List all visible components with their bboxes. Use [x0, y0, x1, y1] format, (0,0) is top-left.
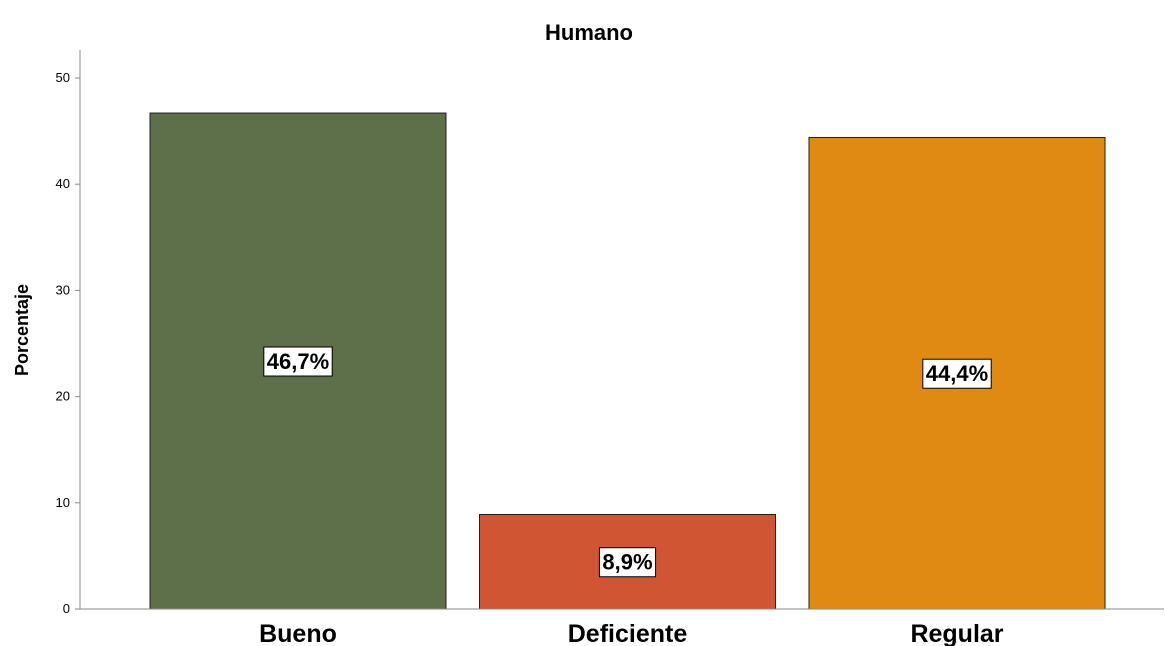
y-tick-label: 50 [56, 70, 70, 85]
y-tick-label: 20 [56, 389, 70, 404]
data-label-text: 46,7% [267, 349, 329, 374]
y-tick-label: 40 [56, 176, 70, 191]
x-tick-label: Deficiente [568, 620, 688, 646]
y-axis-label: Porcentaje [12, 284, 32, 376]
y-tick-label: 10 [56, 495, 70, 510]
data-label-text: 44,4% [926, 361, 988, 386]
data-labels: 46,7% 8,9% 44,4% [263, 346, 992, 578]
data-label-text: 8,9% [602, 550, 652, 575]
data-label-bueno: 46,7% [263, 346, 333, 377]
x-tick-label: Regular [910, 620, 1003, 646]
data-label-box [922, 358, 992, 389]
chart-title: Humano [545, 20, 633, 45]
data-label-deficiente: 8,9% [598, 547, 657, 578]
x-axis: Bueno Deficiente Regular [80, 608, 1164, 646]
x-tick-label: Bueno [259, 620, 337, 646]
data-label-box [263, 346, 333, 377]
y-tick-label: 0 [63, 601, 70, 616]
data-label-box [598, 547, 657, 578]
y-axis: 0 10 20 30 40 50 [56, 50, 81, 616]
data-label-regular: 44,4% [922, 358, 992, 389]
y-tick-label: 30 [56, 282, 70, 297]
